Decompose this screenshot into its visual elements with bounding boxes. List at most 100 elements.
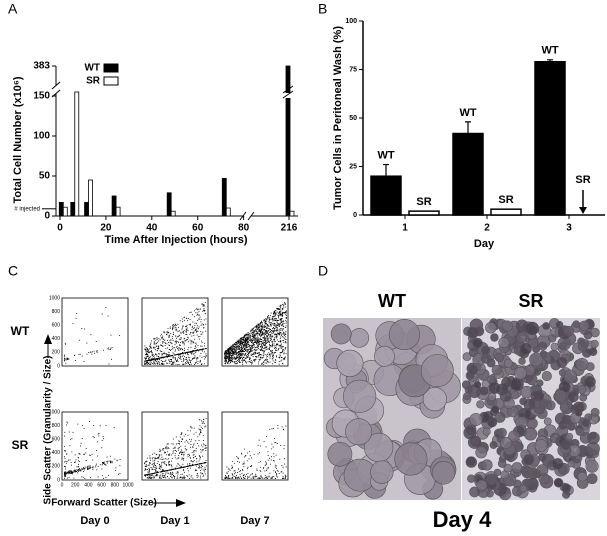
dot	[103, 438, 104, 439]
dot	[266, 356, 267, 357]
dot	[264, 325, 265, 326]
dot	[175, 457, 176, 458]
dot	[148, 363, 149, 364]
dot	[155, 470, 156, 471]
dot	[251, 465, 252, 466]
dot	[262, 347, 263, 348]
dot	[76, 466, 77, 467]
dot	[262, 337, 263, 338]
dot	[107, 463, 108, 464]
dot	[197, 314, 198, 315]
dot	[145, 358, 146, 359]
dot	[233, 476, 234, 477]
dot	[180, 437, 181, 438]
dot	[86, 343, 87, 344]
dot	[274, 340, 275, 341]
dot	[191, 312, 192, 313]
dot	[270, 478, 271, 479]
bar-label: SR	[498, 194, 513, 206]
dot	[255, 474, 256, 475]
dot	[278, 320, 279, 321]
dot	[73, 323, 74, 324]
dot	[65, 343, 66, 344]
dot	[265, 354, 266, 355]
dot	[197, 357, 198, 358]
dot	[271, 339, 272, 340]
dot	[100, 425, 101, 426]
dot	[147, 360, 148, 361]
dot	[198, 309, 199, 310]
dot	[244, 466, 245, 467]
dot	[251, 346, 252, 347]
dot	[149, 475, 150, 476]
dot	[169, 336, 170, 337]
dot	[67, 461, 68, 462]
dot	[253, 328, 254, 329]
dot	[271, 444, 272, 445]
dot	[232, 361, 233, 362]
dot	[188, 352, 189, 353]
dot	[194, 327, 195, 328]
x-tick-label: 40	[146, 223, 158, 234]
dot	[149, 358, 150, 359]
dot	[247, 478, 248, 479]
cell	[539, 342, 547, 350]
dot	[154, 342, 155, 343]
dot	[258, 353, 259, 354]
dot	[260, 354, 261, 355]
dot	[238, 359, 239, 360]
dot	[256, 327, 257, 328]
dot	[265, 338, 266, 339]
dot	[272, 335, 273, 336]
cell	[473, 338, 483, 348]
dot	[248, 361, 249, 362]
dot	[226, 351, 227, 352]
legend-swatch	[104, 77, 118, 85]
dot	[114, 427, 115, 428]
cell	[526, 322, 539, 335]
dot	[145, 466, 146, 467]
cell	[576, 428, 584, 436]
dot	[247, 354, 248, 355]
dot	[201, 463, 202, 464]
dot	[284, 312, 285, 313]
dot	[154, 357, 155, 358]
dot	[268, 342, 269, 343]
dot	[77, 424, 78, 425]
dot	[148, 350, 149, 351]
dot	[241, 348, 242, 349]
dot	[276, 308, 277, 309]
dot	[261, 358, 262, 359]
dot	[280, 445, 281, 446]
dot	[203, 419, 204, 420]
dot	[200, 349, 201, 350]
dot	[161, 364, 162, 365]
dot	[253, 339, 254, 340]
dot	[261, 335, 262, 336]
dot	[225, 354, 226, 355]
dot	[234, 463, 235, 464]
dot	[78, 471, 79, 472]
dot	[159, 454, 160, 455]
cell	[591, 340, 599, 348]
dot	[278, 324, 279, 325]
dot	[180, 452, 181, 453]
dot	[154, 453, 155, 454]
dot	[242, 362, 243, 363]
dot	[237, 357, 238, 358]
dot	[275, 442, 276, 443]
dot	[228, 468, 229, 469]
dot	[252, 340, 253, 341]
dot	[265, 363, 266, 364]
dot	[73, 432, 74, 433]
dot	[280, 345, 281, 346]
cell	[477, 480, 488, 491]
dot	[172, 453, 173, 454]
dot	[194, 450, 195, 451]
cell	[395, 443, 428, 476]
dot	[263, 357, 264, 358]
cell	[550, 433, 560, 443]
dot	[163, 346, 164, 347]
dot	[267, 478, 268, 479]
dot	[240, 354, 241, 355]
